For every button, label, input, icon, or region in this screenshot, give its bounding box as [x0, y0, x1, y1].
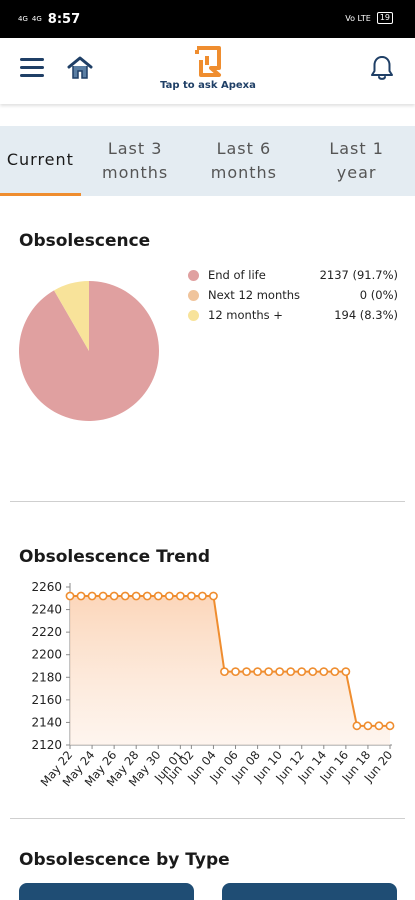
trend-point: [153, 591, 163, 601]
trend-point: [209, 591, 218, 601]
trend-point: [242, 667, 251, 677]
legend-value: 194 (8.3%): [334, 308, 398, 322]
status-bar: 4G 4G 8:57 Vo LTE 19: [0, 0, 415, 38]
trend-point: [120, 591, 130, 601]
legend-label: End of life: [208, 268, 266, 282]
trend-point: [198, 591, 207, 601]
period-tabs: Current Last 3 months Last 6 months Last…: [0, 126, 415, 196]
trend-point: [76, 591, 86, 601]
tab-last-1-year[interactable]: Last 1 year: [329, 139, 384, 182]
apexa-logo-icon: [195, 46, 221, 77]
legend-label: Next 12 months: [208, 288, 301, 302]
signal-2-icon: 4G: [31, 15, 42, 23]
y-tick-label: 2160: [31, 693, 62, 707]
legend-item-12-months-plus: 12 months + 194 (8.3%): [188, 305, 398, 325]
app-header: Tap to ask Apexa: [0, 38, 415, 104]
tab-last-3-months[interactable]: Last 3 months: [101, 139, 169, 182]
trend-point: [352, 721, 362, 731]
trend-point: [164, 591, 174, 601]
trend-point: [286, 667, 296, 677]
trend-point: [308, 667, 318, 677]
legend-label: 12 months +: [208, 308, 283, 322]
bell-icon[interactable]: [369, 54, 395, 82]
type-card[interactable]: [19, 883, 194, 900]
y-tick-label: 2240: [31, 603, 62, 617]
trend-point: [319, 667, 329, 677]
trend-point: [374, 721, 384, 731]
y-tick-label: 2260: [31, 580, 62, 594]
trend-point: [363, 721, 373, 731]
trend-point: [275, 667, 285, 677]
obsolescence-pie-chart: [18, 281, 159, 421]
trend-point: [253, 667, 262, 677]
trend-title: Obsolescence Trend: [19, 547, 211, 567]
menu-icon[interactable]: [20, 58, 44, 78]
trend-point: [87, 591, 97, 601]
trend-point: [142, 591, 152, 601]
legend-item-next-12-months: Next 12 months 0 (0%): [188, 285, 398, 305]
pie-slice-end-of-life: [18, 281, 159, 421]
section-divider: [10, 501, 405, 502]
trend-point: [264, 667, 274, 677]
logo-caption: Tap to ask Apexa: [160, 80, 256, 91]
pie-slice-12-months: [54, 281, 89, 351]
status-bar-left: 4G 4G 8:57: [18, 12, 80, 27]
trend-point: [131, 591, 141, 601]
legend-dot-12-months-plus: [188, 309, 199, 321]
network-icon: Vo LTE: [345, 13, 371, 23]
trend-point: [330, 667, 340, 677]
legend-item-end-of-life: End of life 2137 (91.7%): [188, 265, 398, 285]
trend-point: [175, 591, 185, 601]
trend-point: [186, 591, 196, 601]
trend-point: [385, 721, 395, 731]
battery-icon: 19: [376, 12, 393, 24]
apexa-logo-button[interactable]: Tap to ask Apexa: [150, 44, 266, 100]
status-bar-right: Vo LTE 19: [345, 12, 393, 24]
y-tick-label: 2180: [31, 670, 62, 684]
trend-point: [341, 667, 351, 677]
y-tick-label: 2200: [31, 648, 62, 662]
type-card[interactable]: [222, 883, 397, 900]
y-tick-label: 2140: [31, 715, 62, 729]
signal-1-icon: 4G: [18, 15, 28, 23]
section-divider: [10, 818, 405, 819]
by-type-title: Obsolescence by Type: [19, 850, 230, 870]
legend-value: 0 (0%): [359, 288, 398, 302]
legend-dot-next-12-months: [188, 289, 199, 301]
home-icon[interactable]: [66, 55, 94, 81]
tab-last-6-months[interactable]: Last 6 months: [210, 139, 277, 182]
status-time: 8:57: [47, 12, 81, 27]
y-tick-label: 2120: [31, 738, 62, 752]
trend-point: [220, 667, 229, 677]
tab-current[interactable]: Current: [0, 126, 81, 196]
trend-point: [231, 667, 240, 677]
trend-point: [65, 591, 75, 601]
trend-point: [98, 591, 108, 601]
trend-area: [70, 596, 390, 745]
obsolescence-title: Obsolescence: [19, 231, 151, 251]
legend-value: 2137 (91.7%): [319, 268, 398, 282]
trend-point: [109, 591, 119, 601]
legend-dot-end-of-life: [188, 269, 199, 281]
obsolescence-legend: End of life 2137 (91.7%) Next 12 months …: [188, 265, 398, 325]
y-tick-label: 2220: [31, 625, 62, 639]
trend-point: [297, 667, 307, 677]
